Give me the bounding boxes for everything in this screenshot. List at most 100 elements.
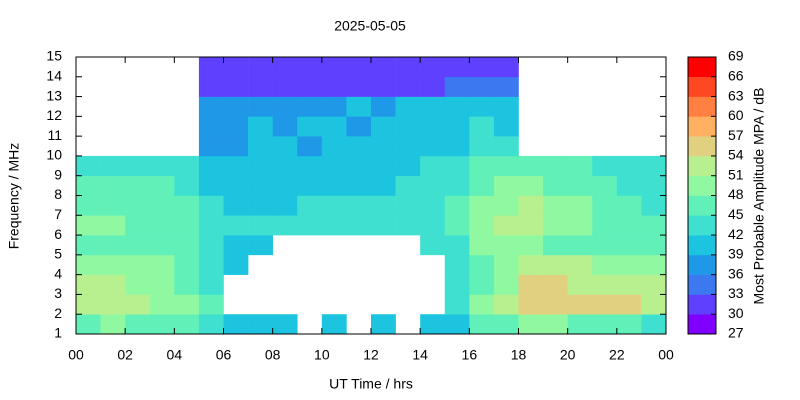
heatmap-cell: [321, 195, 347, 216]
heatmap-cell: [223, 96, 249, 117]
heatmap-cell: [543, 274, 568, 295]
heatmap-cell: [371, 136, 396, 157]
heatmap-cell: [272, 314, 298, 335]
heatmap-cell: [592, 195, 618, 216]
heatmap-cell: [223, 155, 249, 177]
heatmap-cell: [100, 235, 126, 256]
y-tick-label: 7: [54, 206, 62, 222]
heatmap-cell: [321, 116, 347, 137]
heatmap-cell: [469, 215, 495, 236]
colorbar-tick-label: 54: [728, 147, 744, 163]
colorbar-segment: [688, 235, 716, 256]
heatmap-cell: [149, 155, 175, 177]
heatmap-cell: [444, 136, 470, 157]
heatmap-cell: [272, 136, 298, 157]
heatmap-cell: [395, 175, 421, 196]
heatmap-cell: [174, 215, 200, 236]
heatmap-cell: [420, 175, 446, 196]
heatmap-cell: [493, 136, 519, 157]
colorbar-tick-label: 69: [728, 48, 744, 64]
colorbar-tick-label: 66: [728, 67, 744, 83]
heatmap-cell: [493, 314, 519, 335]
heatmap-cell: [493, 155, 519, 177]
heatmap-cell: [518, 274, 544, 295]
heatmap-cell: [444, 195, 470, 216]
heatmap-cell: [223, 175, 249, 196]
heatmap-cell: [592, 235, 618, 256]
heatmap-cell: [616, 294, 642, 315]
heatmap-cell: [518, 294, 544, 315]
heatmap-cell: [493, 116, 519, 137]
heatmap-cell: [297, 175, 323, 196]
heatmap-cell: [444, 175, 470, 196]
heatmap-cell: [420, 195, 446, 216]
heatmap-cell: [76, 175, 101, 196]
heatmap-cell: [518, 155, 544, 177]
heatmap-cell: [641, 314, 667, 335]
heatmap-cell: [371, 116, 396, 137]
heatmap-cell: [616, 195, 642, 216]
heatmap-cell: [149, 314, 175, 335]
y-tick-label: 3: [54, 285, 62, 301]
heatmap-cell: [641, 274, 667, 295]
heatmap-cell: [174, 274, 200, 295]
heatmap-cell: [272, 155, 298, 177]
heatmap-cell: [198, 57, 224, 78]
heatmap-cell: [125, 314, 151, 335]
heatmap-cell: [371, 76, 396, 97]
heatmap-cell: [543, 254, 568, 275]
heatmap-cell: [641, 195, 667, 216]
heatmap-cell: [346, 116, 372, 137]
heatmap-cell: [272, 215, 298, 236]
x-tick-label: 20: [560, 347, 576, 363]
colorbar-segment: [688, 215, 716, 236]
heatmap-cell: [223, 235, 249, 256]
heatmap-cell: [321, 314, 347, 335]
heatmap-cell: [321, 155, 347, 177]
heatmap-cell: [395, 76, 421, 97]
heatmap-cell: [493, 215, 519, 236]
heatmap-cell: [420, 57, 446, 78]
heatmap-cell: [371, 57, 396, 78]
heatmap-cell: [469, 96, 495, 117]
heatmap-cell: [543, 175, 568, 196]
y-tick-label: 14: [46, 67, 62, 83]
heatmap-cell: [371, 314, 396, 335]
y-tick-label: 11: [47, 127, 62, 143]
heatmap-cell: [198, 314, 224, 335]
heatmap-cell: [592, 274, 618, 295]
heatmap-cell: [100, 215, 126, 236]
heatmap-cell: [272, 76, 298, 97]
colorbar-tick-label: 27: [728, 325, 744, 341]
heatmap-cell: [174, 195, 200, 216]
heatmap-cell: [76, 215, 101, 236]
heatmap-cell: [346, 215, 372, 236]
colorbar-segment: [688, 155, 716, 177]
heatmap-cell: [248, 136, 273, 157]
heatmap-cell: [198, 195, 224, 216]
y-tick-label: 2: [54, 305, 62, 321]
heatmap-cell: [592, 294, 618, 315]
colorbar-tick-label: 63: [728, 87, 744, 103]
heatmap-cell: [371, 96, 396, 117]
heatmap-cell: [592, 215, 618, 236]
heatmap-cell: [297, 136, 323, 157]
colorbar-tick-label: 57: [728, 127, 744, 143]
x-tick-label: 18: [511, 347, 527, 363]
heatmap-cell: [100, 155, 126, 177]
heatmap-cell: [641, 175, 667, 196]
heatmap-cell: [641, 294, 667, 315]
heatmap-cell: [444, 57, 470, 78]
heatmap-cell: [248, 76, 273, 97]
heatmap-cell: [444, 155, 470, 177]
heatmap-cell: [493, 195, 519, 216]
heatmap-cell: [395, 136, 421, 157]
heatmap-cell: [592, 175, 618, 196]
heatmap-cell: [444, 96, 470, 117]
colorbar-segment: [688, 294, 716, 315]
heatmap-cell: [100, 254, 126, 275]
heatmap-cell: [567, 254, 593, 275]
y-tick-label: 9: [54, 166, 62, 182]
colorbar-tick-label: 45: [728, 206, 744, 222]
heatmap-cell: [297, 76, 323, 97]
